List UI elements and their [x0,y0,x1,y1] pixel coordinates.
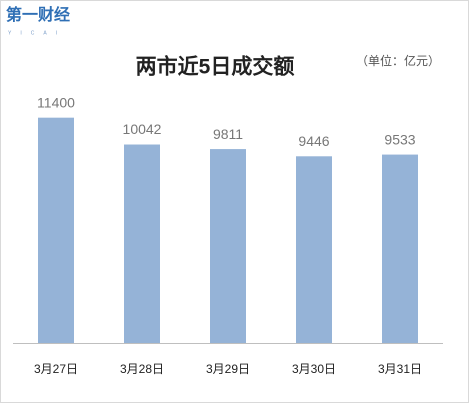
unit-label: （单位：亿元） [356,53,440,68]
logo-sub: YICAI [8,30,66,36]
value-label: 11400 [37,94,75,110]
bar [296,156,332,343]
x-tick-label: 3月27日 [34,362,78,376]
bar [124,144,160,343]
chart-title: 两市近5日成交额 [136,55,295,79]
x-tick-label: 3月28日 [120,362,164,376]
value-label: 9533 [384,131,415,147]
bar [382,154,418,343]
bar [210,149,246,343]
value-label: 9446 [298,133,329,149]
logo-text: 第一财经 [6,5,70,24]
x-tick-label: 3月30日 [292,362,336,376]
x-tick-label: 3月31日 [378,362,422,376]
value-label: 9811 [213,126,243,142]
value-label: 10042 [123,121,162,137]
x-tick-label: 3月29日 [206,362,250,376]
bar [38,117,74,343]
